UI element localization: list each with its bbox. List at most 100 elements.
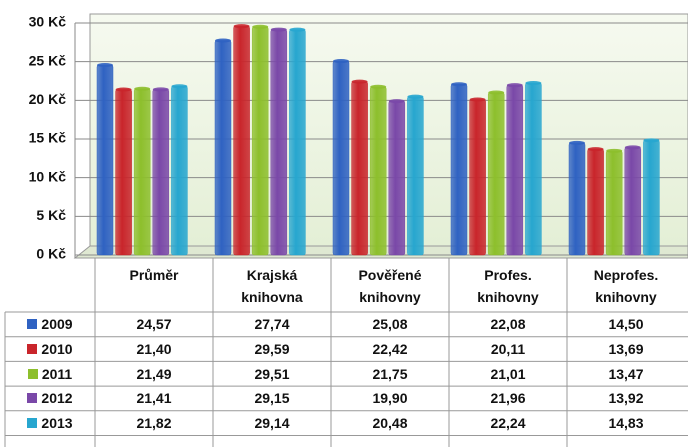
bar-top bbox=[606, 148, 623, 153]
y-tick-label: 25 Kč bbox=[29, 52, 67, 68]
legend-swatch bbox=[27, 319, 38, 330]
bar-top bbox=[525, 81, 542, 86]
bar-top bbox=[587, 147, 604, 152]
value-label: 27,74 bbox=[213, 312, 331, 337]
bar-top bbox=[388, 99, 405, 104]
value-label: 24,57 bbox=[95, 312, 213, 337]
value-label-text: 20,48 bbox=[372, 415, 408, 432]
bar bbox=[587, 148, 604, 256]
value-label: 13,69 bbox=[567, 337, 685, 362]
bar bbox=[568, 142, 586, 256]
legend-entry-text: 2011 bbox=[41, 365, 73, 382]
bar-top bbox=[333, 59, 349, 64]
value-label: 22,08 bbox=[449, 312, 567, 337]
bar bbox=[605, 150, 623, 256]
value-label-text: 19,90 bbox=[372, 390, 408, 407]
bar bbox=[469, 99, 486, 256]
category-label: Profes. knihovny bbox=[449, 258, 567, 312]
legend-entry: 2011 bbox=[5, 361, 95, 386]
value-label: 13,47 bbox=[567, 361, 685, 386]
value-label-text: 22,42 bbox=[372, 341, 408, 358]
bar-top bbox=[569, 140, 585, 145]
value-label: 29,14 bbox=[213, 411, 331, 436]
y-tick-label: 15 Kč bbox=[29, 130, 67, 146]
value-label: 19,90 bbox=[331, 386, 449, 411]
value-label-text: 22,08 bbox=[490, 316, 526, 333]
y-tick-label: 0 Kč bbox=[36, 246, 66, 262]
bar bbox=[270, 29, 288, 256]
value-label: 21,75 bbox=[331, 361, 449, 386]
category-label: Krajská knihovna bbox=[213, 258, 331, 312]
category-label-text: Neprofes. knihovny bbox=[593, 267, 659, 305]
bar bbox=[624, 147, 642, 256]
bar bbox=[152, 89, 170, 256]
bar bbox=[171, 86, 188, 256]
value-label: 21,01 bbox=[449, 361, 567, 386]
bar-top bbox=[152, 87, 169, 92]
value-label-text: 29,51 bbox=[254, 365, 290, 382]
bar bbox=[289, 29, 306, 256]
y-tick-label: 10 Kč bbox=[29, 168, 67, 184]
bar-top bbox=[289, 27, 306, 32]
value-label-text: 27,74 bbox=[254, 316, 290, 333]
bar bbox=[369, 86, 387, 256]
legend-entry-text: 2012 bbox=[41, 390, 73, 407]
bar bbox=[214, 40, 232, 256]
bar-top bbox=[506, 83, 523, 88]
value-label-text: 20,11 bbox=[490, 341, 526, 358]
bar bbox=[506, 84, 524, 256]
legend-swatch bbox=[27, 368, 38, 379]
value-label: 14,50 bbox=[567, 312, 685, 337]
y-tick-label: 30 Kč bbox=[29, 14, 67, 30]
category-label-text: Profes. knihovny bbox=[477, 267, 539, 305]
bar-top bbox=[233, 24, 250, 29]
legend-entry-text: 2013 bbox=[41, 415, 73, 432]
bar bbox=[332, 60, 350, 256]
value-label: 21,82 bbox=[95, 411, 213, 436]
value-label-text: 29,59 bbox=[254, 341, 290, 358]
category-label: Průměr bbox=[95, 258, 213, 312]
bar-top bbox=[370, 84, 387, 89]
value-label: 29,15 bbox=[213, 386, 331, 411]
legend-swatch bbox=[27, 344, 38, 355]
value-label: 21,49 bbox=[95, 361, 213, 386]
value-label: 13,92 bbox=[567, 386, 685, 411]
bar bbox=[525, 82, 542, 256]
value-label: 21,41 bbox=[95, 386, 213, 411]
bar bbox=[450, 83, 468, 256]
value-label-text: 29,15 bbox=[254, 390, 290, 407]
bar-top bbox=[171, 84, 188, 89]
bar-top bbox=[215, 38, 231, 43]
category-label-text: Průměr bbox=[129, 267, 179, 283]
legend-entry: 2012 bbox=[5, 386, 95, 411]
value-label-text: 21,01 bbox=[490, 365, 526, 382]
category-label: Pověřené knihovny bbox=[331, 258, 449, 312]
bar bbox=[115, 89, 132, 256]
value-label: 21,40 bbox=[95, 337, 213, 362]
legend-entry: 2010 bbox=[5, 337, 95, 362]
legend-swatch bbox=[27, 393, 38, 404]
legend-swatch bbox=[27, 418, 38, 429]
value-label-text: 29,14 bbox=[254, 415, 290, 432]
value-label: 21,96 bbox=[449, 386, 567, 411]
value-label-text: 21,96 bbox=[490, 390, 526, 407]
bar-top bbox=[643, 138, 660, 143]
bar bbox=[487, 92, 505, 256]
category-label-text: Pověřené knihovny bbox=[358, 267, 422, 305]
value-label-text: 25,08 bbox=[372, 316, 408, 333]
value-label: 29,51 bbox=[213, 361, 331, 386]
bar bbox=[351, 81, 368, 256]
value-label-text: 21,75 bbox=[372, 365, 408, 382]
value-label-text: 22,24 bbox=[490, 415, 526, 432]
bar bbox=[407, 96, 424, 256]
value-label: 20,48 bbox=[331, 411, 449, 436]
bar-top bbox=[97, 62, 113, 67]
value-label-text: 14,83 bbox=[608, 415, 644, 432]
bar-top bbox=[451, 82, 467, 87]
bar-top bbox=[407, 94, 424, 99]
bar bbox=[96, 64, 114, 256]
value-label: 14,83 bbox=[567, 411, 685, 436]
legend-entry-text: 2010 bbox=[41, 341, 73, 358]
bar bbox=[388, 100, 406, 256]
